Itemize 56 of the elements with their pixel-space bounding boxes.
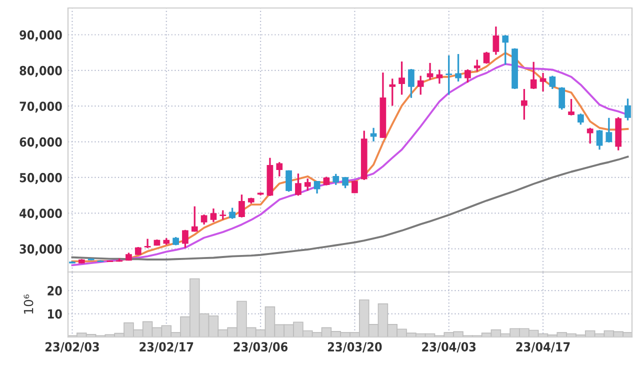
- candlestick: [464, 68, 471, 84]
- candlestick: [352, 180, 358, 194]
- candlestick: [530, 61, 537, 90]
- candlestick: [578, 112, 584, 126]
- candlestick: [558, 86, 566, 111]
- candlestick: [474, 58, 480, 72]
- candlestick: [220, 209, 226, 220]
- candlestick: [568, 98, 574, 116]
- candlestick: [276, 161, 283, 178]
- candlestick: [502, 34, 509, 66]
- candlestick: [210, 208, 217, 223]
- x-tick-label: 23/03/06: [234, 342, 288, 353]
- candlestick: [408, 68, 414, 99]
- x-tick-label: 23/04/17: [516, 342, 570, 353]
- candlestick: [295, 172, 302, 196]
- x-tick-label: 23/02/17: [140, 342, 194, 353]
- y-tick-label: 30,000: [20, 244, 62, 256]
- line-series: [71, 156, 629, 260]
- y-tick-label: 60,000: [20, 137, 62, 148]
- candlestick: [455, 53, 462, 82]
- candlestick: [342, 176, 348, 189]
- y-tick-label: 80,000: [20, 66, 62, 77]
- y-tick-label: 20: [48, 286, 62, 296]
- x-tick-label: 23/04/03: [422, 342, 476, 353]
- candlestick: [238, 194, 245, 218]
- y-tick-label: 40,000: [20, 208, 62, 220]
- candlestick: [540, 72, 546, 92]
- candlestick: [191, 206, 198, 233]
- candlestick: [304, 178, 311, 192]
- candlestick: [398, 60, 405, 96]
- candlestick: [144, 238, 151, 249]
- candlestick: [314, 180, 320, 194]
- candlestick: [436, 68, 443, 84]
- y-tick-label: 10: [48, 309, 62, 319]
- candlestick: [596, 129, 603, 150]
- candlestick: [521, 88, 528, 120]
- candlestick: [229, 206, 236, 220]
- candlestick: [182, 229, 188, 249]
- candlestick: [417, 74, 424, 96]
- candlestick: [370, 127, 377, 142]
- y-axis-title: 10⁶: [24, 294, 34, 314]
- candlestick: [332, 173, 340, 186]
- candlestick: [586, 127, 594, 144]
- y-tick-label: 70,000: [20, 102, 62, 113]
- candlestick: [286, 169, 292, 193]
- candlestick: [446, 54, 452, 96]
- y-tick-label: 90,000: [20, 30, 62, 42]
- candlestick: [200, 214, 208, 226]
- candlestick: [492, 26, 500, 56]
- candlestick: [389, 78, 396, 107]
- candlestick: [606, 117, 612, 144]
- candlestick: [549, 74, 556, 90]
- y-tick-label: 50,000: [20, 172, 62, 184]
- x-tick-label: 23/03/20: [328, 342, 382, 353]
- x-tick-label: 23/02/03: [46, 342, 99, 353]
- candlestick: [624, 98, 631, 122]
